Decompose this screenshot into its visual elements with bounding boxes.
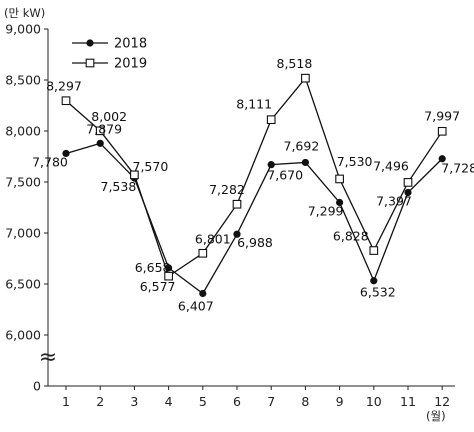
data-label-2019: 6,801 [195,231,231,246]
x-tick-label: 7 [267,394,275,409]
series-lines [65,76,443,295]
point-2019 [61,96,71,106]
point-2019 [301,73,310,83]
data-label-2018: 7,299 [308,204,344,219]
x-tick-label: 6 [233,394,241,409]
data-label-2019: 7,530 [337,154,373,169]
point-2018 [267,161,275,169]
x-tick-label: 5 [199,394,207,409]
point-2018 [370,277,378,285]
point-2018 [438,155,446,163]
data-label-2018: 7,879 [86,121,122,136]
data-label-2019: 7,282 [209,182,245,197]
point-2019 [266,115,276,125]
data-label-2018: 7,692 [284,138,320,153]
data-label-2018: 7,670 [267,168,303,183]
legend-label-2019: 2019 [114,57,147,72]
data-label-2019: 8,002 [91,109,127,124]
data-label-2019: 8,111 [236,97,272,112]
x-tick-label: 12 [434,394,450,409]
point-2019 [437,126,447,136]
point-2018 [96,139,104,147]
x-ticks: 1 2 3 4 5 6 7 8 9 10 11 12 [62,386,450,409]
data-label-2018: 7,728 [441,161,474,176]
point-2019 [335,174,344,184]
x-tick-label: 8 [301,394,309,409]
point-2019 [130,170,139,180]
data-label-2018: 6,532 [360,285,396,300]
point-2019 [198,248,208,258]
legend: 2018 2019 [72,37,147,72]
legend-marker-2018 [86,39,94,47]
data-label-2019: 7,997 [424,108,460,123]
legend-label-2018: 2018 [114,37,147,52]
series-markers [61,73,447,298]
series-line-2018 [65,142,443,295]
data-label-2018: 6,988 [237,235,273,250]
x-unit-label: (월) [426,409,446,423]
x-tick-label: 2 [96,394,104,409]
point-2018 [233,230,241,238]
y-unit-label: (만 kW) [4,6,45,20]
data-label-2019: 7,496 [373,158,409,173]
y-ticks: 0 6,000 6,500 7,000 7,500 8,000 8,500 9,000 [5,22,48,394]
data-label-2019: 8,297 [46,79,82,94]
axis-break-symbol: ≈ [39,345,57,370]
y-tick-label: 7,000 [5,226,41,241]
data-label-2018: 6,407 [178,298,214,313]
point-2019 [403,178,413,187]
data-label-2019: 8,518 [277,56,313,71]
point-2018 [62,149,70,158]
x-tick-label: 10 [366,394,382,409]
point-2018 [336,198,344,207]
x-tick-label: 3 [130,394,138,409]
point-2018 [301,158,309,167]
y-tick-label: 6,000 [5,328,41,343]
y-tick-label: 8,000 [5,124,41,139]
y-tick-label: 9,000 [5,22,41,37]
data-label-2019: 7,570 [133,159,169,174]
x-tick-label: 1 [62,394,70,409]
point-2019 [369,246,379,255]
point-2019 [232,199,242,209]
data-labels: 7,780 7,879 7,538 6,658 6,407 6,988 7,670 7,692… [32,56,474,313]
y-tick-label: 7,500 [5,175,41,190]
data-label-2018: 6,658 [135,260,171,275]
point-2018 [404,188,412,197]
point-2018 [199,289,207,298]
x-tick-label: 11 [400,394,416,409]
legend-marker-2019 [85,58,95,68]
point-2019 [164,271,173,281]
y-tick-label: 8,500 [5,73,41,88]
x-tick-label: 4 [165,394,173,409]
point-2018 [165,264,173,272]
x-tick-label: 9 [336,394,344,409]
y-tick-label: 0 [33,379,41,394]
data-label-2019: 6,828 [333,229,369,244]
data-label-2018: 7,780 [32,154,68,169]
data-label-2018: 7,397 [376,194,412,209]
point-2019 [95,126,105,136]
axes: ≈ [39,29,455,387]
data-label-2018: 7,538 [101,179,137,194]
series-line-2019 [65,76,443,278]
data-label-2019: 6,577 [140,279,176,294]
y-tick-label: 6,500 [5,277,41,292]
